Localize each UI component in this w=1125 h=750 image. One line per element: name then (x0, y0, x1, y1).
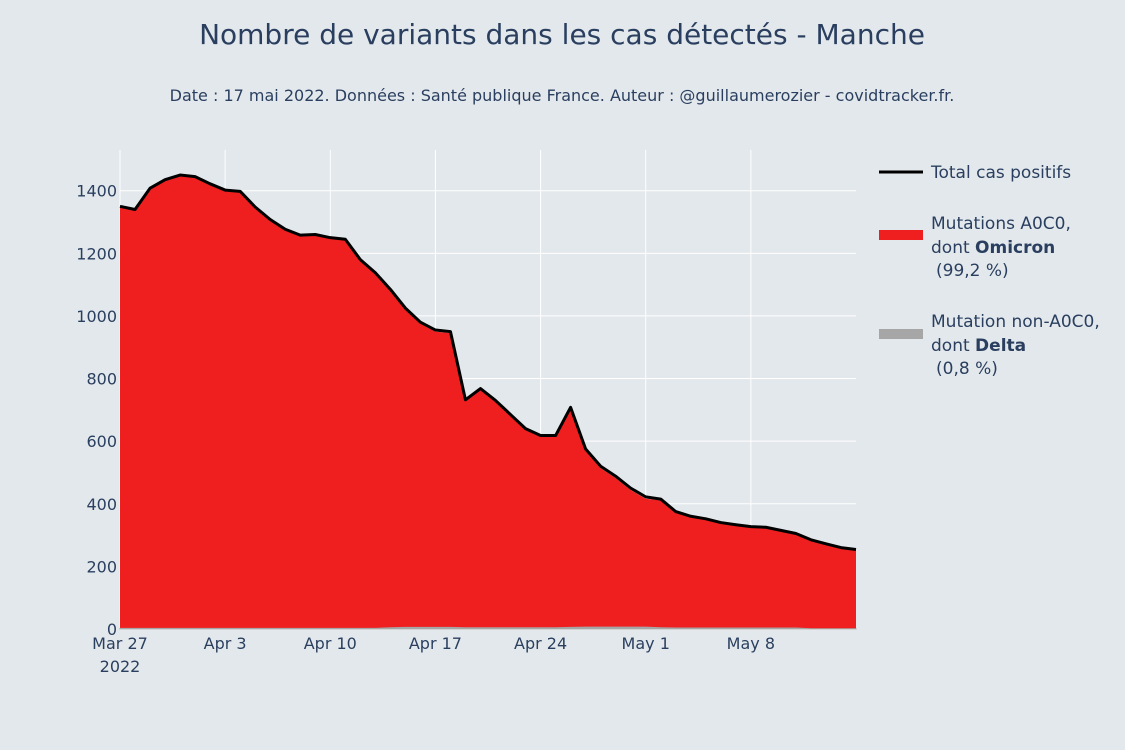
x-tick-label: Apr 10 (304, 634, 357, 653)
y-tick-label: 1000 (76, 307, 117, 326)
legend[interactable]: Total cas positifs Mutations A0C0, dont … (879, 163, 1100, 379)
plot-areas (119, 173, 857, 630)
x-tick-label: Mar 27 (92, 634, 148, 653)
x-tick-label: Apr 3 (204, 634, 247, 653)
y-tick-label: 800 (86, 370, 117, 389)
series-area-omicron (120, 175, 856, 630)
legend-label-omicron-line2: dont Omicron (931, 238, 1055, 258)
legend-omicron-bold: Omicron (975, 238, 1055, 258)
x-tick-label: Apr 17 (409, 634, 462, 653)
x-tick-label: May 1 (622, 634, 670, 653)
legend-label-omicron-line1: Mutations A0C0, (931, 214, 1071, 234)
legend-item-omicron[interactable]: Mutations A0C0, dont Omicron (99,2 %) (879, 214, 1071, 281)
y-tick-label: 1200 (76, 244, 117, 263)
legend-label-total: Total cas positifs (930, 163, 1071, 183)
series-area-delta (119, 626, 857, 630)
chart-subtitle: Date : 17 mai 2022. Données : Santé publ… (170, 86, 955, 105)
legend-omicron-prefix: dont (931, 238, 975, 258)
y-tick-label: 400 (86, 495, 117, 514)
x-axis: Mar 27 2022 Apr 3 Apr 10 Apr 17 Apr 24 May 1 Ma… (92, 634, 775, 676)
series-line-total (119, 173, 857, 551)
legend-label-omicron-line3: (99,2 %) (936, 261, 1009, 281)
legend-swatch-omicron (879, 230, 923, 240)
x-tick-sublabel: 2022 (100, 657, 141, 676)
x-tick-label: Apr 24 (514, 634, 567, 653)
y-axis: 0 200 400 600 800 1000 1200 1400 (76, 182, 117, 639)
legend-label-delta-line3: (0,8 %) (936, 359, 998, 379)
legend-delta-bold: Delta (975, 336, 1026, 356)
legend-item-delta[interactable]: Mutation non-A0C0, dont Delta (0,8 %) (879, 312, 1100, 379)
legend-item-total[interactable]: Total cas positifs (879, 163, 1071, 183)
y-tick-label: 0 (107, 620, 117, 639)
y-tick-label: 1400 (76, 182, 117, 201)
legend-label-delta-line2: dont Delta (931, 336, 1026, 356)
legend-label-delta-line1: Mutation non-A0C0, (931, 312, 1100, 332)
chart-title: Nombre de variants dans les cas détectés… (199, 18, 925, 51)
y-tick-label: 600 (86, 432, 117, 451)
legend-swatch-delta (879, 329, 923, 339)
y-tick-label: 200 (86, 557, 117, 576)
legend-delta-prefix: dont (931, 336, 975, 356)
x-tick-label: May 8 (727, 634, 775, 653)
